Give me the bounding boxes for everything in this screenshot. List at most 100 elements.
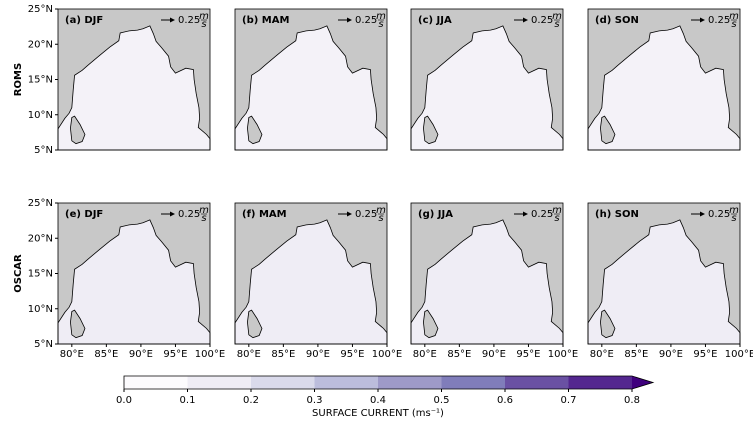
reference-value: 0.25 <box>178 15 200 26</box>
colorbar-extend <box>632 376 653 389</box>
panel-label: (d) SON <box>595 15 639 26</box>
sri-lanka <box>70 309 86 339</box>
lon-tick-label: 90°E <box>306 349 330 360</box>
panel-label: (a) DJF <box>65 15 103 26</box>
lat-tick-label: 10°N <box>28 110 53 121</box>
reference-arrow-head <box>170 211 175 217</box>
panel-label: (e) DJF <box>65 209 103 220</box>
row-label: ROMS <box>13 63 24 96</box>
colorbar-tick-label: 0.3 <box>307 395 323 406</box>
reference-arrow-head <box>170 17 175 23</box>
colorbar-label: SURFACE CURRENT (ms⁻¹) <box>312 408 444 419</box>
sri-lanka <box>600 115 616 145</box>
ocean <box>410 219 564 345</box>
lon-tick-label: 95°E <box>163 349 187 360</box>
reference-value: 0.25 <box>355 15 377 26</box>
sri-lanka <box>247 115 263 145</box>
lon-tick-label: 85°E <box>94 349 118 360</box>
lon-tick-label: 90°E <box>659 349 683 360</box>
panel-label: (g) JJA <box>418 209 453 220</box>
lat-tick-label: 5°N <box>34 145 53 156</box>
colorbar-segment <box>187 376 252 389</box>
panel-frame <box>410 202 564 345</box>
reference-arrow-head <box>347 211 352 217</box>
lon-tick-label: 80°E <box>413 349 437 360</box>
panel-label: (b) MAM <box>242 15 289 26</box>
lon-tick-label: 80°E <box>237 349 261 360</box>
reference-value: 0.25 <box>355 209 377 220</box>
ocean <box>57 25 211 151</box>
lon-tick-label: 85°E <box>447 349 471 360</box>
colorbar-frame <box>123 375 655 390</box>
lon-tick-label: 95°E <box>516 349 540 360</box>
reference-unit-bottom: s <box>731 213 736 224</box>
panel-frame <box>587 8 741 151</box>
colorbar-segment <box>314 376 379 389</box>
lon-tick-label: 100°E <box>372 349 402 360</box>
reference-value: 0.25 <box>531 209 553 220</box>
panel-frame <box>587 202 741 345</box>
colorbar-tick-label: 0.4 <box>370 395 386 406</box>
reference-arrow-head <box>523 17 528 23</box>
panel-frame <box>234 8 388 151</box>
reference-unit-top: m <box>729 11 739 22</box>
ocean <box>410 25 564 151</box>
panel-frame <box>234 202 388 345</box>
lon-tick-label: 95°E <box>693 349 717 360</box>
lat-tick-label: 15°N <box>28 75 53 86</box>
sri-lanka <box>600 309 616 339</box>
reference-unit-bottom: s <box>378 213 383 224</box>
ocean <box>234 219 388 345</box>
colorbar-tick-label: 0.0 <box>116 395 132 406</box>
reference-unit-bottom: s <box>731 19 736 30</box>
reference-value: 0.25 <box>531 15 553 26</box>
ocean <box>57 219 211 345</box>
colorbar-tick-label: 0.6 <box>497 395 513 406</box>
colorbar-segment <box>505 376 569 389</box>
ocean <box>587 25 741 151</box>
lat-tick-label: 25°N <box>28 198 53 209</box>
reference-arrow-head <box>347 17 352 23</box>
colorbar-tick-label: 0.2 <box>243 395 259 406</box>
lon-tick-label: 85°E <box>624 349 648 360</box>
panel-label: (h) SON <box>595 209 639 220</box>
ocean <box>234 25 388 151</box>
panel-label: (f) MAM <box>242 209 287 220</box>
reference-unit-top: m <box>552 11 562 22</box>
reference-unit-bottom: s <box>554 213 559 224</box>
lat-tick-label: 20°N <box>28 233 53 244</box>
colorbar-segment <box>378 376 442 389</box>
row-label: OSCAR <box>13 254 24 293</box>
reference-value: 0.25 <box>178 209 200 220</box>
sri-lanka <box>247 309 263 339</box>
lon-tick-label: 100°E <box>195 349 225 360</box>
colorbar-tick-label: 0.5 <box>434 395 450 406</box>
sri-lanka <box>423 115 439 145</box>
colorbar-segment <box>441 376 506 389</box>
colorbar-segment <box>251 376 315 389</box>
lon-tick-label: 100°E <box>725 349 753 360</box>
reference-unit-top: m <box>376 205 386 216</box>
reference-arrow-head <box>700 211 705 217</box>
lat-tick-label: 10°N <box>28 304 53 315</box>
lat-tick-label: 25°N <box>28 4 53 15</box>
lon-tick-label: 90°E <box>482 349 506 360</box>
reference-unit-bottom: s <box>201 19 206 30</box>
lat-tick-label: 20°N <box>28 39 53 50</box>
reference-unit-bottom: s <box>201 213 206 224</box>
lon-tick-label: 80°E <box>60 349 84 360</box>
reference-unit-top: m <box>552 205 562 216</box>
reference-arrow-head <box>700 17 705 23</box>
panel-label: (c) JJA <box>418 15 452 26</box>
colorbar-segment <box>568 376 633 389</box>
lon-tick-label: 85°E <box>271 349 295 360</box>
reference-arrow-head <box>523 211 528 217</box>
